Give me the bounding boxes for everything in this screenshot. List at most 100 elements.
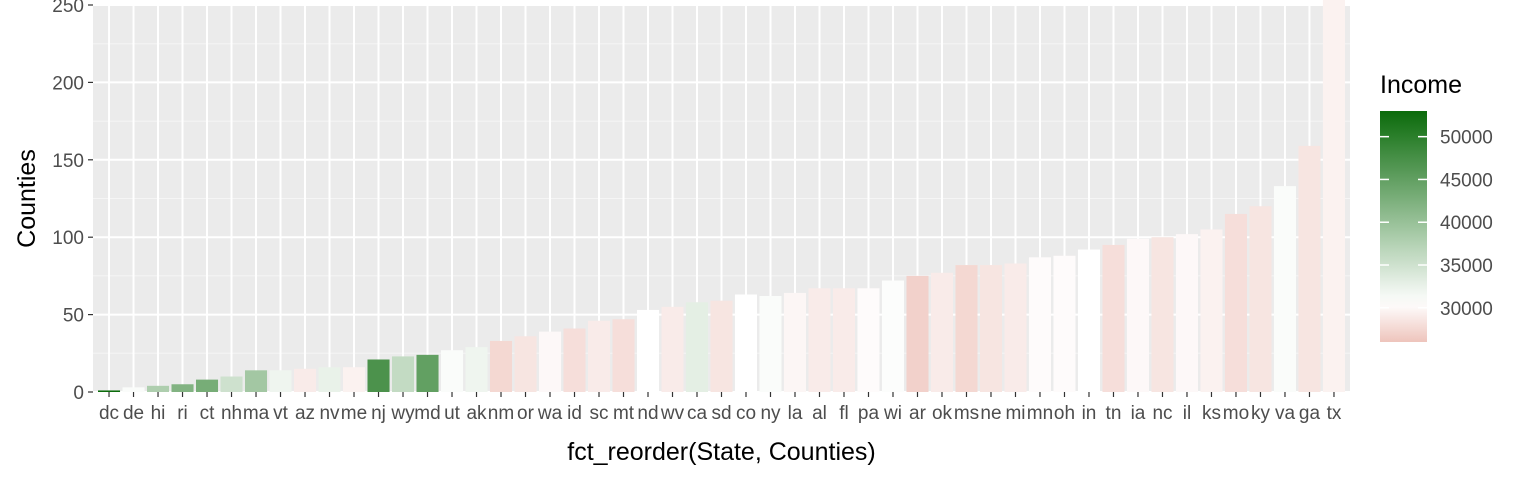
- x-tick-label: wa: [537, 403, 563, 424]
- bar-wv: [661, 306, 684, 392]
- bar-tx: [1322, 0, 1345, 392]
- bar-nv: [318, 367, 341, 392]
- x-tick-label: il: [1183, 403, 1191, 424]
- legend-colorbar: [1380, 111, 1427, 342]
- x-tick-label: pa: [858, 403, 880, 424]
- x-tick-label: ak: [466, 403, 487, 424]
- x-tick-label: vt: [273, 403, 289, 424]
- bar-ky: [1249, 206, 1272, 392]
- bar-mo: [1224, 213, 1248, 392]
- bar-va: [1273, 186, 1297, 392]
- x-tick-label: me: [341, 403, 367, 424]
- bar-md: [416, 354, 439, 392]
- x-tick-label: az: [295, 403, 315, 424]
- x-tick-label: wv: [660, 403, 685, 424]
- x-tick-label: ks: [1202, 403, 1221, 424]
- bar-fl: [832, 288, 856, 392]
- bar-ak: [465, 347, 488, 392]
- bar-nh: [220, 376, 243, 392]
- bar-nj: [367, 359, 390, 392]
- legend-tick-label: 45000: [1440, 170, 1493, 191]
- bar-me: [342, 367, 366, 392]
- bar-id: [563, 328, 586, 392]
- x-tick-label: ar: [909, 403, 927, 424]
- bar-co: [734, 294, 758, 392]
- bar-vt: [269, 370, 292, 392]
- y-tick-label: 250: [52, 0, 84, 17]
- bar-ms: [955, 265, 978, 392]
- x-tick-label: sc: [590, 403, 609, 424]
- x-tick-label: mi: [1005, 403, 1025, 424]
- x-tick-label: id: [567, 403, 582, 424]
- legend-title: Income: [1380, 71, 1462, 99]
- bar-ok: [930, 272, 954, 392]
- bar-ma: [244, 370, 268, 392]
- x-tick-label: va: [1275, 403, 1296, 424]
- bar-ia: [1126, 238, 1150, 392]
- y-tick-label: 100: [52, 228, 84, 249]
- x-tick-label: wi: [883, 403, 902, 424]
- bar-in: [1077, 249, 1101, 392]
- bar-ne: [979, 265, 1003, 392]
- bar-la: [783, 292, 807, 392]
- x-tick-label: la: [788, 403, 803, 424]
- x-tick-label: ca: [687, 403, 708, 424]
- bar-ga: [1298, 145, 1321, 392]
- x-tick-label: in: [1082, 403, 1097, 424]
- x-tick-label: ne: [980, 403, 1001, 424]
- bar-ks: [1200, 229, 1223, 392]
- x-tick-label: mt: [613, 403, 635, 424]
- x-tick-label: ga: [1299, 403, 1321, 424]
- y-tick-label: 200: [52, 73, 84, 94]
- x-tick-label: oh: [1054, 403, 1075, 424]
- bar-oh: [1053, 255, 1076, 392]
- x-tick-label: nh: [221, 403, 242, 424]
- bar-ri: [171, 384, 194, 392]
- x-tick-label: ms: [954, 403, 979, 424]
- bar-nm: [489, 340, 513, 392]
- y-axis-title: Counties: [13, 149, 41, 248]
- bar-tn: [1102, 244, 1125, 392]
- x-tick-label: fl: [839, 403, 849, 424]
- bar-or: [514, 336, 537, 392]
- y-tick-label: 0: [73, 383, 84, 404]
- bar-nc: [1151, 237, 1174, 392]
- x-tick-label: wy: [390, 403, 415, 424]
- x-tick-label: ia: [1131, 403, 1146, 424]
- x-tick-label: co: [736, 403, 756, 424]
- x-tick-label: de: [123, 403, 144, 424]
- y-tick-label: 50: [63, 306, 84, 327]
- legend-tick-label: 35000: [1440, 256, 1493, 277]
- bar-az: [293, 368, 317, 392]
- bar-ct: [195, 379, 219, 392]
- bar-mi: [1004, 263, 1027, 392]
- legend-tick-label: 40000: [1440, 213, 1493, 234]
- bar-sc: [587, 320, 611, 392]
- bar-wa: [538, 331, 562, 392]
- x-tick-label: al: [812, 403, 827, 424]
- x-tick-label: ct: [200, 403, 216, 424]
- x-tick-label: sd: [711, 403, 731, 424]
- bar-ut: [440, 350, 464, 392]
- x-tick-label: nd: [637, 403, 658, 424]
- x-tick-label: ut: [444, 403, 461, 424]
- legend-tick-label: 30000: [1440, 299, 1493, 320]
- y-tick-label: 150: [52, 151, 84, 172]
- x-tick-label: nj: [371, 403, 386, 424]
- x-tick-label: ky: [1251, 403, 1271, 424]
- x-tick-label: or: [517, 403, 535, 424]
- bar-sd: [710, 300, 733, 392]
- bar-al: [808, 288, 831, 392]
- bar-il: [1175, 234, 1199, 392]
- bar-dc: [98, 390, 121, 392]
- x-tick-label: mn: [1027, 403, 1053, 424]
- bar-mn: [1028, 257, 1052, 392]
- x-axis-title: fct_reorder(State, Counties): [567, 438, 875, 466]
- legend-tick-label: 50000: [1440, 128, 1493, 149]
- x-tick-label: ri: [177, 403, 188, 424]
- bar-wi: [881, 280, 905, 392]
- bar-ar: [906, 275, 929, 392]
- x-tick-label: ok: [932, 403, 953, 424]
